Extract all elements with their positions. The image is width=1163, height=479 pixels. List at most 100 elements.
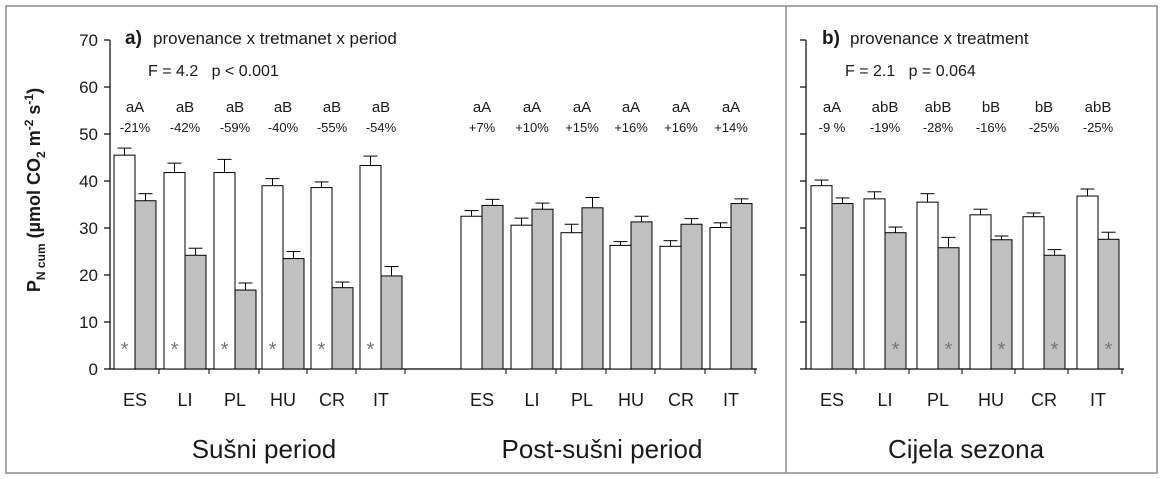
- panel-b-label: b): [822, 28, 840, 49]
- significance-star: *: [318, 339, 326, 361]
- bar-treatment: [184, 254, 207, 370]
- significance-letters: abB: [1085, 99, 1112, 116]
- x-category-label: LI: [524, 390, 539, 410]
- bar-treatment: [481, 204, 504, 370]
- y-label-unit-s-sup: -1: [22, 94, 36, 105]
- significance-letters: aB: [226, 99, 244, 116]
- percent-change: -9 %: [819, 120, 846, 135]
- bar-control: [460, 215, 483, 370]
- panel-a-stat: F = 4.2 p < 0.001: [148, 63, 279, 80]
- significance-letters: abB: [925, 99, 952, 116]
- significance-letters: aA: [573, 99, 591, 116]
- significance-letters: aB: [274, 99, 292, 116]
- bar-treatment: [581, 207, 604, 370]
- significance-star: *: [367, 339, 375, 361]
- bar-treatment: [282, 258, 305, 370]
- percent-change: -55%: [317, 120, 348, 135]
- bar-control: [969, 214, 992, 370]
- panel-b-title: provenance x treatment: [850, 29, 1029, 48]
- y-tick-label: 0: [89, 360, 98, 379]
- section-title-post: Post-sušni period: [502, 434, 703, 464]
- significance-letters: aA: [823, 99, 841, 116]
- x-category-label: CR: [1031, 390, 1057, 410]
- y-tick-label: 50: [79, 125, 98, 144]
- x-category-label: ES: [123, 390, 147, 410]
- bar-control: [609, 244, 632, 370]
- x-category-label: IT: [1090, 390, 1106, 410]
- y-tick-label: 30: [79, 219, 98, 238]
- panel-a-title: provenance x tretmanet x period: [153, 29, 397, 48]
- x-category-label: ES: [470, 390, 494, 410]
- y-label-unit-sub: 2: [34, 151, 48, 158]
- y-tick-label: 20: [79, 266, 98, 285]
- bar-treatment: [630, 221, 653, 370]
- significance-letters: bB: [982, 99, 1000, 116]
- bar-treatment: [331, 287, 354, 370]
- figure-frame: [5, 5, 1158, 474]
- y-tick-label: 40: [79, 172, 98, 191]
- bar-control: [560, 232, 583, 370]
- x-category-label: IT: [373, 390, 389, 410]
- significance-letters: aA: [126, 99, 144, 116]
- bar-treatment: [134, 200, 157, 370]
- significance-star: *: [945, 339, 953, 361]
- bar-control: [916, 201, 939, 370]
- x-category-label: LI: [177, 390, 192, 410]
- y-label-close: ): [24, 88, 44, 94]
- significance-star: *: [221, 339, 229, 361]
- bar-treatment: [234, 289, 257, 370]
- y-label-symbol: P: [24, 280, 44, 292]
- bar-control: [709, 227, 732, 370]
- significance-letters: bB: [1035, 99, 1053, 116]
- significance-letters: aA: [622, 99, 640, 116]
- percent-change: -59%: [220, 120, 251, 135]
- significance-star: *: [1105, 339, 1113, 361]
- labels-layer: 0 10 20 30 40 50 60 70 ES aA -21% LI aB -42% PL aB -59% H…: [79, 31, 1114, 410]
- percent-change: +16%: [664, 120, 698, 135]
- percent-change: -25%: [1083, 120, 1114, 135]
- y-label-subscript: N cum: [34, 243, 48, 280]
- x-category-label: HU: [978, 390, 1004, 410]
- section-title-season: Cijela sezona: [888, 434, 1045, 464]
- section-title-dry: Sušni period: [192, 434, 337, 464]
- significance-star: *: [998, 339, 1006, 361]
- percent-change: +10%: [515, 120, 549, 135]
- percent-change: -54%: [366, 120, 397, 135]
- bar-treatment: [680, 223, 703, 370]
- significance-letters: aB: [176, 99, 194, 116]
- y-label-unit-m: m: [24, 130, 44, 151]
- bar-treatment: [730, 203, 753, 370]
- x-category-label: PL: [224, 390, 246, 410]
- x-category-label: LI: [877, 390, 892, 410]
- x-category-label: HU: [270, 390, 296, 410]
- significance-letters: aA: [473, 99, 491, 116]
- bar-treatment: [531, 208, 554, 370]
- significance-letters: aB: [372, 99, 390, 116]
- percent-change: +15%: [565, 120, 599, 135]
- significance-star: *: [121, 339, 129, 361]
- percent-change: -16%: [976, 120, 1007, 135]
- panel-a-label: a): [125, 28, 142, 49]
- percent-change: -28%: [923, 120, 954, 135]
- x-category-label: PL: [571, 390, 593, 410]
- y-label-unit-m-sup: -2: [22, 119, 36, 130]
- bar-control: [510, 224, 533, 370]
- x-category-label: CR: [668, 390, 694, 410]
- significance-letters: abB: [872, 99, 899, 116]
- bar-control: [863, 198, 886, 370]
- bar-control: [113, 154, 136, 370]
- significance-letters: aA: [722, 99, 740, 116]
- x-category-label: HU: [618, 390, 644, 410]
- significance-star: *: [1051, 339, 1059, 361]
- percent-change: -21%: [120, 120, 151, 135]
- bar-control: [1076, 195, 1099, 370]
- y-axis-label: PN cum (µmol CO2 m-2 s-1): [22, 88, 48, 292]
- panel-b-stat: F = 2.1 p = 0.064: [845, 63, 976, 80]
- x-category-label: PL: [927, 390, 949, 410]
- x-category-label: ES: [820, 390, 844, 410]
- percent-change: +16%: [614, 120, 648, 135]
- percent-change: -42%: [170, 120, 201, 135]
- bar-control: [1022, 216, 1045, 370]
- percent-change: +7%: [469, 120, 496, 135]
